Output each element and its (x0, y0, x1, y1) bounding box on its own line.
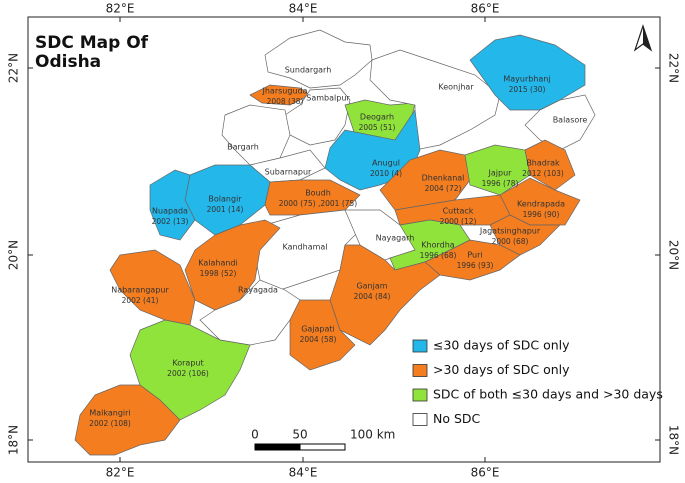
district-name: Jajpur (488, 169, 513, 178)
latitude-label: 20°N (7, 240, 21, 270)
graticule-labels: 82°E 82°E 84°E 84°E 86°E 86°E 22°N 22°N 20°N 20°N… (7, 2, 681, 480)
scale-label: 0 (251, 428, 259, 442)
district-detail: 2002 (13) (152, 217, 189, 226)
district (149, 169, 196, 241)
district (184, 219, 281, 311)
district-detail: 2001 (14) (207, 205, 244, 214)
longitude-label: 86°E (471, 2, 500, 16)
district-detail: 2012 (103) (522, 169, 564, 178)
district-detail: 1998 (52) (200, 269, 237, 278)
district-name: Dhenkanal (422, 174, 465, 183)
district (369, 49, 501, 151)
map-title: Odisha (35, 52, 101, 72)
longitude-label: 84°E (289, 466, 318, 480)
district (74, 384, 181, 456)
scale-bar (254, 443, 346, 451)
scale-label: 50 (292, 428, 307, 442)
legend: ≤30 days of SDC only >30 days of SDC only… (412, 338, 663, 426)
district-name: Bolangir (208, 195, 242, 204)
longitude-label: 84°E (289, 2, 318, 16)
longitude-label: 86°E (471, 466, 500, 480)
district-name: Mayurbhanj (503, 75, 550, 84)
north-arrow (633, 24, 653, 52)
district-detail: 2004 (72) (425, 184, 462, 193)
district-name: Koraput (172, 359, 203, 368)
district-name: Jharsuguda (262, 87, 308, 96)
district-name: Jagatsinghapur (479, 227, 541, 236)
latitude-label: 18°N (7, 425, 21, 455)
district (424, 239, 521, 281)
district (289, 299, 356, 371)
district-name: Deogarh (360, 113, 394, 122)
district-detail: 2015 (30) (509, 85, 546, 94)
district (469, 34, 586, 111)
district (329, 244, 441, 346)
districts (74, 29, 596, 456)
district-detail: 2002 (106) (167, 369, 209, 378)
legend-swatch (412, 413, 428, 426)
legend-label: ≤30 days of SDC only (433, 338, 570, 353)
district-name: Bhadrak (526, 159, 560, 168)
district-detail: 2002 (108) (89, 419, 131, 428)
latitude-label: 20°N (667, 240, 681, 270)
district-detail: 2008 (38) (267, 97, 304, 106)
district (524, 94, 596, 151)
district-detail: 1996 (90) (523, 210, 560, 219)
district-name: Nuapada (152, 207, 188, 216)
latitude-label: 22°N (7, 53, 21, 83)
longitude-label: 82°E (106, 2, 135, 16)
district-detail: 2000 (12) (440, 217, 477, 226)
district-name: Sambalpur (306, 94, 350, 103)
district-name: Kendrapada (517, 200, 565, 209)
district-detail: 2002 (41) (122, 296, 159, 305)
latitude-label: 18°N (667, 425, 681, 455)
district (264, 29, 373, 89)
district-detail: 1996 (93) (457, 261, 494, 270)
district-name: Subarnapur (265, 168, 312, 177)
district-name: Balasore (553, 116, 588, 125)
scale-label: 100 km (350, 428, 395, 442)
district-name: Cuttack (443, 207, 474, 216)
district-name: Kandhamal (282, 243, 327, 252)
district (524, 139, 576, 191)
district-name: Sundargarh (285, 66, 332, 75)
district-name: Rayagada (238, 286, 278, 295)
district-name: Keonjhar (438, 83, 474, 92)
district-name: Khordha (421, 241, 455, 250)
legend-label: SDC of both ≤30 days and >30 days (433, 387, 663, 402)
district-detail: 2000 (68) (492, 237, 529, 246)
district-name: Ganjam (356, 282, 387, 291)
district-name: Kalahandi (198, 259, 237, 268)
legend-swatch (412, 339, 428, 353)
district-detail: 1996 (78) (482, 179, 519, 188)
legend-swatch (412, 364, 428, 377)
district-detail: 2004 (84) (354, 292, 391, 301)
map-title: SDC Map Of (35, 33, 149, 53)
district-detail: 2004 (58) (300, 335, 337, 344)
district-name: Gajapati (301, 325, 335, 334)
longitude-label: 82°E (106, 466, 135, 480)
legend-label: No SDC (433, 411, 481, 426)
district-detail: 2005 (51) (359, 123, 396, 132)
latitude-label: 22°N (667, 53, 681, 83)
legend-swatch (412, 388, 428, 402)
district-name: Nabarangapur (111, 286, 169, 295)
district-name: Boudh (305, 189, 331, 198)
district-name: Puri (467, 251, 482, 260)
district-name: Bargarh (227, 143, 259, 152)
district-name: Malkangiri (89, 409, 130, 418)
district-name: Anugul (372, 159, 400, 168)
district-name: Nayagarh (376, 234, 415, 243)
district-detail: 2000 (75) ,2001 (75) (279, 199, 358, 208)
legend-label: >30 days of SDC only (433, 362, 570, 377)
district-detail: 2010 (4) (370, 169, 402, 178)
district-detail: 1996 (68) (420, 251, 457, 260)
